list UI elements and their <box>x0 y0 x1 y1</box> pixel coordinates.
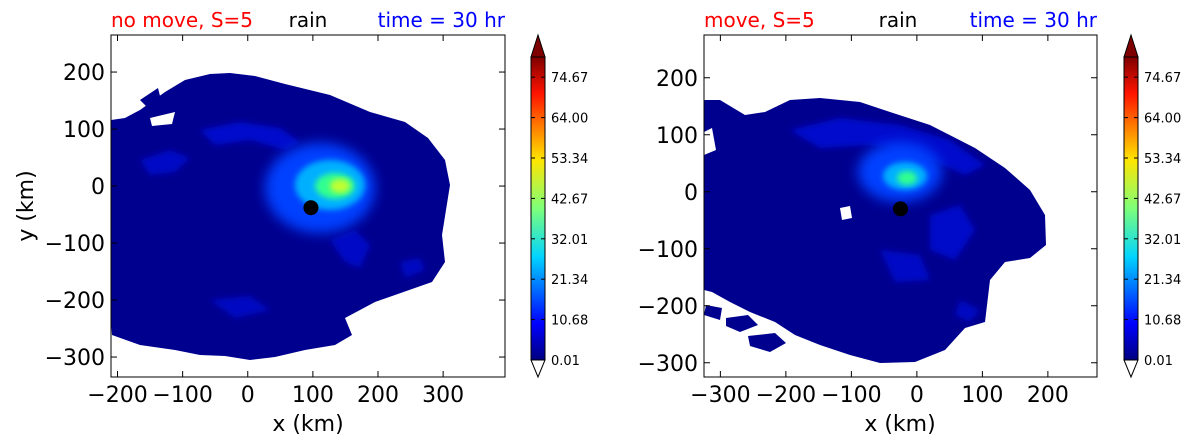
colorbar-tick-label: 42.67 <box>551 192 588 207</box>
y-tick-label: −100 <box>638 238 698 263</box>
colorbar-tick-label: 53.34 <box>551 152 588 167</box>
rain-band-mid <box>200 122 300 150</box>
colorbar-ticks: 0.01 10.68 21.34 32.01 42.67 53.34 64.00 74.67 <box>531 71 588 369</box>
y-tick-label: −200 <box>638 295 698 320</box>
colorbar-tick-label: 21.34 <box>551 273 588 288</box>
rain-band-mid <box>140 150 190 175</box>
x-tick-label: 100 <box>961 383 1003 408</box>
x-tick-label: 0 <box>910 383 924 408</box>
y-tick-label: 100 <box>656 124 698 149</box>
chart-title-left: move, S=5 <box>704 8 815 32</box>
rain-band-mid <box>880 250 930 282</box>
panel-move: −300 −200 −100 0 100 200 2001000−100−200−300 … <box>638 8 1182 437</box>
colorbar-tick-label: 10.68 <box>551 314 588 329</box>
rain-band-north <box>140 88 160 106</box>
rain-fragment <box>136 120 150 135</box>
x-tick-label: 100 <box>292 383 334 408</box>
colorbar-frame <box>1123 56 1139 361</box>
rain-gap <box>840 206 852 220</box>
x-tick-label: −100 <box>821 383 881 408</box>
rain-band-mid <box>955 300 980 322</box>
x-tick-label: 200 <box>1027 383 1069 408</box>
chart-title-left: no move, S=5 <box>111 8 253 32</box>
colorbar-extend-max <box>530 33 546 58</box>
rain-gap <box>150 112 175 126</box>
rain-max <box>330 179 350 193</box>
y-tick-label: 100 <box>63 118 105 143</box>
chart-title-center: rain <box>289 8 328 32</box>
colorbar-extend-min <box>1123 359 1139 379</box>
rain-field <box>704 98 1046 363</box>
x-ticks: −300 −200 −100 0 100 200 <box>690 35 1069 408</box>
x-axis-label: x (km) <box>864 412 935 437</box>
x-tick-label: −300 <box>690 383 750 408</box>
y-ticks: 200 100 0 −100 −200 −300 <box>45 61 505 371</box>
colorbar-tick-label: 42.67 <box>1144 192 1181 207</box>
y-tick-label: −100 <box>45 232 105 257</box>
x-tick-label: 200 <box>357 383 399 408</box>
colorbar: 0.01 10.68 21.34 32.01 42.67 53.34 64.00 74.67 <box>530 33 588 379</box>
colorbar-tick-label: 64.00 <box>551 112 588 127</box>
storm-center-marker <box>303 200 319 216</box>
colorbar-tick-label: 0.01 <box>1144 354 1173 369</box>
colorbar-tick-label: 53.34 <box>1144 152 1181 167</box>
colorbar-frame <box>530 56 546 361</box>
colorbar-tick-label: 64.00 <box>1144 112 1181 127</box>
colorbar-tick-label: 0.01 <box>551 354 580 369</box>
colorbar-tick-label: 32.01 <box>551 233 588 248</box>
x-tick-label: 0 <box>241 383 255 408</box>
colorbar-extend-max <box>1123 33 1139 58</box>
rain-fragment <box>704 305 722 320</box>
colorbar-gradient <box>531 57 545 360</box>
chart-title-center: rain <box>879 8 918 32</box>
y-tick-label: 200 <box>656 67 698 92</box>
y-tick-label: 200 <box>63 61 105 86</box>
colorbar-tick-label: 32.01 <box>1144 233 1181 248</box>
y-tick-label: 0 <box>684 181 698 206</box>
rain-fragment <box>726 315 758 332</box>
colorbar-tick-label: 10.68 <box>1144 314 1181 329</box>
colorbar-gradient <box>1124 57 1138 360</box>
y-tick-label: 0 <box>91 175 105 200</box>
y-tick-label: −200 <box>45 289 105 314</box>
colorbar-tick-label: 21.34 <box>1144 273 1181 288</box>
rain-band-mid <box>330 230 370 268</box>
rain-max <box>897 171 917 185</box>
x-ticks: −200 −100 0 100 200 300 <box>87 35 464 408</box>
colorbar-extend-min <box>530 359 546 379</box>
y-tick-label: −300 <box>638 352 698 377</box>
rain-band-mid <box>210 296 270 318</box>
x-tick-label: −200 <box>756 383 816 408</box>
chart-title-right: time = 30 hr <box>378 8 506 32</box>
x-tick-label: −200 <box>87 383 147 408</box>
x-axis-label: x (km) <box>272 412 343 437</box>
y-axis-label: y (km) <box>14 170 39 241</box>
colorbar: 0.01 10.68 21.34 32.01 42.67 53.34 64.00 74.67 <box>1123 33 1181 379</box>
rain-band-mid <box>930 205 975 260</box>
colorbar-tick-label: 74.67 <box>1144 71 1181 86</box>
y-tick-label: −300 <box>45 346 105 371</box>
x-tick-label: −100 <box>152 383 212 408</box>
storm-center-marker <box>893 201 908 217</box>
plot-frame <box>110 34 506 378</box>
rain-fragment <box>748 333 786 352</box>
rain-band-mid <box>400 258 425 278</box>
chart-title-right: time = 30 hr <box>970 8 1098 32</box>
y-ticks: 200 100 0 −100 −200 −300 <box>638 67 1097 377</box>
x-tick-label: 300 <box>422 383 464 408</box>
colorbar-ticks: 0.01 10.68 21.34 32.01 42.67 53.34 64.00 74.67 <box>1124 71 1181 369</box>
colorbar-tick-label: 74.67 <box>551 71 588 86</box>
rain-field <box>111 73 450 360</box>
plot-frame <box>703 34 1098 378</box>
